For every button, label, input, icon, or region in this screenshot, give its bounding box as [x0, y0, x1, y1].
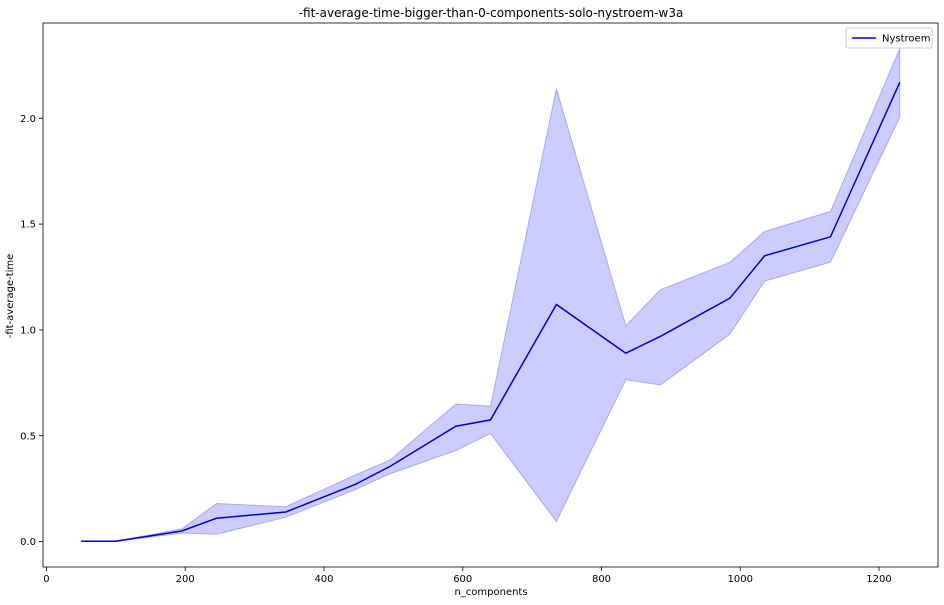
- y-tick-label: 1.0: [20, 325, 36, 336]
- series-line-0: [81, 81, 901, 542]
- confidence-band-0: [80, 48, 901, 542]
- x-tick-label: 1200: [866, 574, 891, 585]
- y-tick-label: 1.5: [20, 220, 36, 231]
- legend-box: [845, 27, 933, 49]
- legend-entry: Nystroem: [882, 34, 930, 45]
- x-tick-label: 1000: [728, 574, 753, 585]
- y-tick-label: 2.0: [20, 114, 36, 125]
- x-tick-label: 400: [314, 574, 333, 585]
- axis-ticks: 0 200 400 600 800 1000 1200 0.0 0.5 1.0 1.5 2.0: [20, 114, 892, 585]
- y-axis-label: -fit-average-time: [5, 254, 16, 339]
- y-tick-label: 0.5: [20, 431, 36, 442]
- chart-title: -fit-average-time-bigger-than-0-componen…: [299, 6, 684, 20]
- legend: Nystroem: [845, 27, 933, 49]
- plot-area: [80, 48, 901, 542]
- x-axis-label: n_components: [454, 587, 527, 598]
- x-tick-label: 600: [453, 574, 472, 585]
- x-tick-label: 200: [176, 574, 195, 585]
- y-tick-label: 0.0: [20, 537, 36, 548]
- x-tick-label: 0: [43, 574, 49, 585]
- plot-frame: [42, 22, 939, 568]
- x-tick-label: 800: [592, 574, 611, 585]
